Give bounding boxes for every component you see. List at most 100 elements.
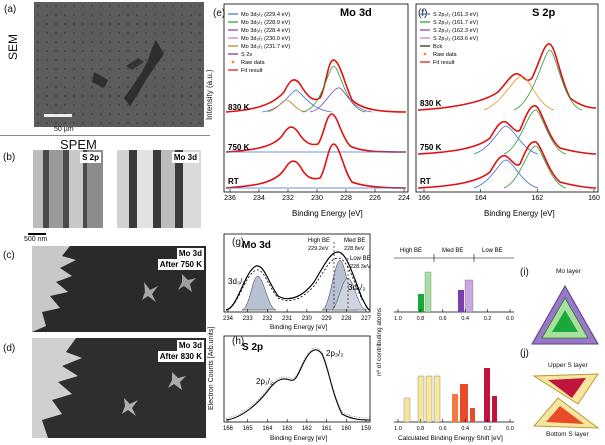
e-legend-entry: Fit result [241,68,263,74]
f-tick-label: 166 [418,195,430,202]
e-curve-830k [225,59,407,113]
g-ann-high: High BE [308,238,330,244]
i-tick-label: 1.0 [394,316,402,322]
g-tick-label: 229 [322,316,333,322]
f-curve-750k [417,105,597,155]
f-curve-label-750k: 750 K [420,143,442,152]
h-envelope [225,349,371,421]
sem-side-label: SEM [6,33,20,60]
g-ann-med: Med BE [344,238,365,244]
panel-h-chart: 166 165 164 163 162 161 160 159 S 2p 2p₁/₂ 2p₃/… [223,335,372,442]
panel-j-label: (j) [520,348,529,359]
panel-e-label: (e) [213,8,226,19]
h-xlabel: Binding Energy [eV] [270,435,328,442]
f-frame [415,3,599,193]
panel-b-label: (b) [3,152,16,163]
h-peak32: 2p₃/₂ [326,349,343,358]
g-peak32: 3d₃/₂ [228,277,245,286]
panel-i-chart: 1.0 0.8 0.6 0.4 0.2 0.0 High BE Med BE Low BE [394,248,514,322]
h-tick-label: 163 [282,426,293,432]
spem-750k-image: Mo 3d After 750 K [32,246,206,332]
g-ann-low-val: 228.3eV [350,264,371,270]
g-tick-label: 227 [361,316,372,322]
e-ylabel: Intensity (a.u.) [205,69,214,120]
panel-g-chart: 234 233 232 231 230 229 228 227 Mo 3d High BE 2… [223,233,372,331]
j-bar-4 [433,375,441,423]
g-tick-label: 233 [243,316,254,322]
h-tick-label: 166 [223,426,234,432]
h-title: S 2p [242,342,263,353]
i-tick-label: 0.8 [417,316,425,322]
f-comp-rt-2 [503,145,567,189]
divider [0,135,210,136]
g-dashed [225,257,363,311]
f-comp-rt-1 [473,159,539,189]
g-fill-32 [241,275,277,311]
e-tick-label: 224 [398,195,410,202]
e-curve-label-830k: 830 K [228,103,250,112]
f-xlabel: Binding Energy [eV] [484,209,555,218]
g-frame [223,233,371,313]
i-group-low: Low BE [482,248,503,254]
j-tick-label: 0.8 [417,426,425,432]
f-legend-entry: S 2p₃/₂ (161.7 eV) [433,20,478,26]
scale-bar [28,233,46,235]
panel-j-chart: 1.0 0.8 0.6 0.4 0.2 0.0 Calculated Binding En… [394,368,514,442]
e-legend-entry: Mo 3d₃/₂ (230.0 eV) [241,36,290,42]
i-tick-label: 0.2 [484,316,492,322]
upper-s-inner [548,378,586,398]
spem-title: SPEM [60,137,97,152]
bottom-s-label: Bottom S layer [546,431,589,438]
gh-ylabel: Electron Counts [Arb.units] [208,326,215,410]
f-curve-label-830k: 830 K [420,99,442,108]
c-tag1: Mo 3d [176,248,204,259]
e-xlabel: Binding Energy [eV] [292,209,363,218]
g-tick-label: 230 [302,316,313,322]
f-comp-a [483,75,555,111]
ij-ylabel: nº of contributing atoms [376,307,383,376]
i-bar-high-light [424,271,432,313]
e-legend-entry: Mo 3d₅/₂ (228.4 eV) [241,28,290,34]
j-tick-label: 0.6 [439,426,447,432]
j-bar-3 [425,375,433,423]
panel-h-label: (h) [232,336,245,347]
g-ann-low: Low BE [350,256,371,262]
s2p-tag: S 2p [80,152,101,163]
e-frame [223,3,409,193]
e-legend-entry: S 2s [241,52,252,58]
e-legend-swatch [231,60,235,64]
panel-a-label: (a) [4,4,17,15]
f-curve-label-rt: RT [420,177,431,186]
e-tick-label: 232 [282,195,294,202]
f-tick-label: 160 [588,195,600,202]
j-tick-label: 0.2 [484,426,492,432]
i-group-med: Med BE [442,248,463,254]
f-curve-rt [417,141,597,189]
j-bar-9 [492,396,497,422]
j-bar-7 [470,408,475,422]
h-frame [223,335,371,423]
f-legend-entry: S 2p₃/₂ (162.3 eV) [433,28,478,34]
e-legend-entry: Mo 3d₃/₂ (231.7 eV) [241,44,290,50]
h-raw [225,347,371,419]
spem-s2p-image: S 2p [33,150,103,228]
j-bar-6 [460,384,468,422]
j-tick-label: 1.0 [394,426,402,432]
f-legend-swatch [423,52,427,56]
h-tick-label: 161 [322,426,333,432]
panel-c-label: (c) [3,250,15,261]
i-bar-high-dark [418,294,424,312]
f-legend-entry: S 2p₃/₂ (163.6 eV) [433,36,478,42]
j-bar-5 [452,394,458,422]
mo-inner-triangle [552,310,578,332]
f-tick-label: 162 [531,195,543,202]
i-tick-label: 0.0 [506,316,514,322]
j-bar-8 [484,368,490,422]
s-layer-diagram [532,373,600,429]
g-envelope [225,251,371,311]
h-tick-label: 165 [243,426,254,432]
panel-i-label: (i) [520,267,529,278]
g-ann-high-val: 229.2eV [308,246,329,252]
f-legend-entry: Bck [433,44,443,50]
e-legend-entry: Mo 3d₅/₂ (229.4 eV) [241,12,290,18]
